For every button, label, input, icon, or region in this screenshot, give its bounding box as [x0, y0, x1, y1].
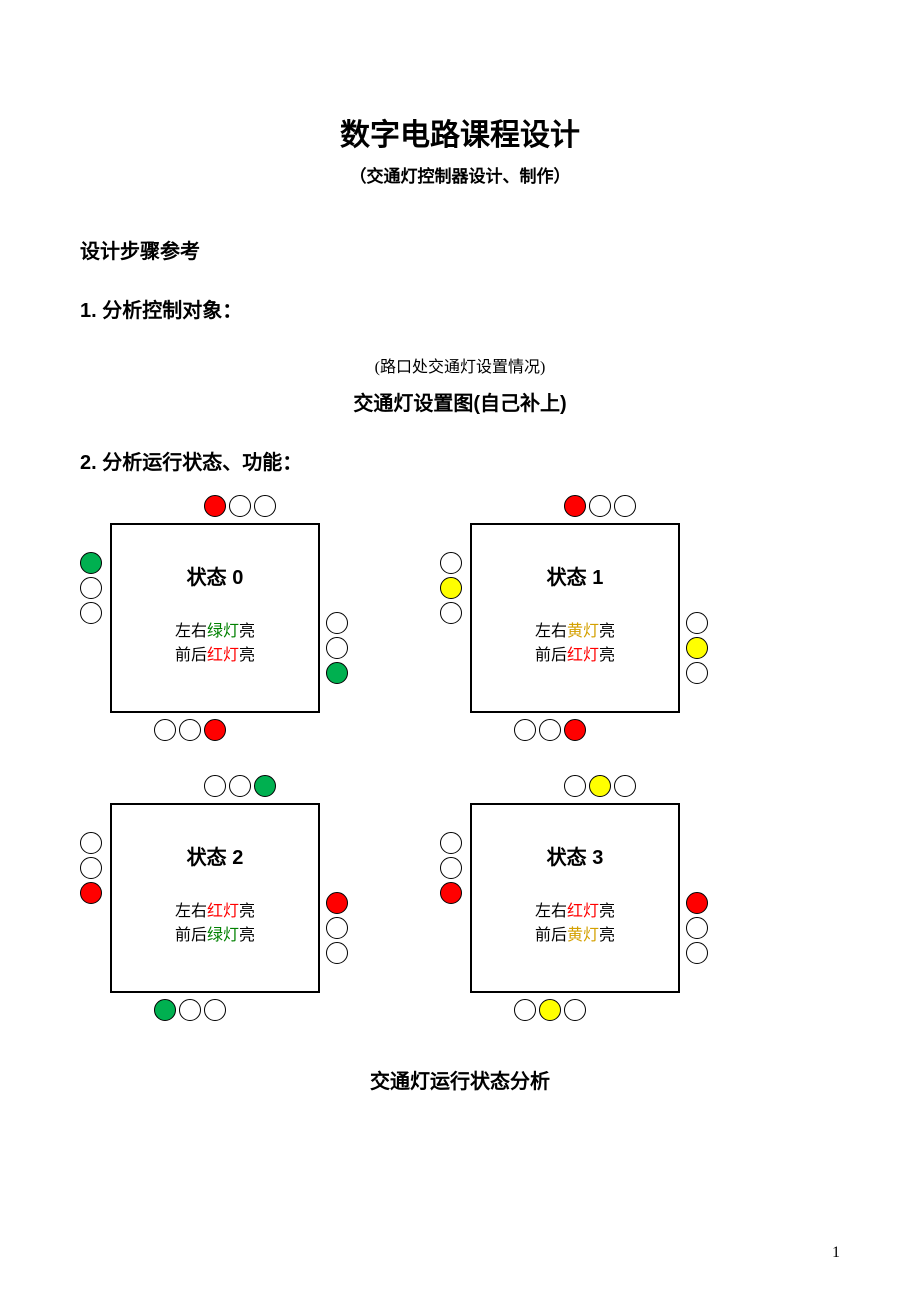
state2-desc: 左右红灯亮前后绿灯亮 [112, 900, 318, 948]
state2-block: 状态 2 左右红灯亮前后绿灯亮 [80, 775, 430, 1035]
light-circle-red [204, 719, 226, 741]
state0-left-lights [80, 552, 102, 624]
caption-setup: 交通灯设置图(自己补上) [80, 387, 840, 416]
state1-bottom-lights [514, 719, 586, 741]
state0-box: 状态 0 左右绿灯亮前后红灯亮 [110, 523, 320, 713]
light-circle-off [179, 719, 201, 741]
light-circle-off [564, 775, 586, 797]
page-subtitle: （交通灯控制器设计、制作） [80, 162, 840, 187]
page-number: 1 [832, 1244, 840, 1262]
state2-title: 状态 2 [112, 841, 318, 870]
light-circle-off [686, 662, 708, 684]
light-circle-off [80, 857, 102, 879]
state1-desc: 左右黄灯亮前后红灯亮 [472, 620, 678, 668]
light-circle-off [80, 602, 102, 624]
state3-box: 状态 3 左右红灯亮前后黄灯亮 [470, 803, 680, 993]
page-title: 数字电路课程设计 [80, 110, 840, 154]
state3-title: 状态 3 [472, 841, 678, 870]
light-circle-off [204, 775, 226, 797]
light-circle-off [539, 719, 561, 741]
state1-title: 状态 1 [472, 561, 678, 590]
light-circle-off [154, 719, 176, 741]
light-circle-green [326, 662, 348, 684]
light-circle-off [326, 637, 348, 659]
light-circle-off [686, 917, 708, 939]
light-circle-red [204, 495, 226, 517]
light-circle-off [614, 775, 636, 797]
light-circle-off [686, 942, 708, 964]
light-circle-off [204, 999, 226, 1021]
light-circle-off [440, 552, 462, 574]
light-circle-off [254, 495, 276, 517]
state3-left-lights [440, 832, 462, 904]
light-circle-red [564, 495, 586, 517]
state1-block: 状态 1 左右黄灯亮前后红灯亮 [440, 495, 790, 755]
light-circle-off [686, 612, 708, 634]
state0-block: 状态 0 左右绿灯亮前后红灯亮 [80, 495, 430, 755]
state2-left-lights [80, 832, 102, 904]
state0-top-lights [204, 495, 276, 517]
light-circle-red [686, 892, 708, 914]
step2-heading: 2. 分析运行状态、功能： [80, 446, 840, 475]
light-circle-yellow [686, 637, 708, 659]
state0-bottom-lights [154, 719, 226, 741]
state1-left-lights [440, 552, 462, 624]
state1-top-lights [564, 495, 636, 517]
state2-right-lights [326, 892, 348, 964]
light-circle-off [229, 775, 251, 797]
state3-right-lights [686, 892, 708, 964]
light-circle-off [440, 857, 462, 879]
state1-right-lights [686, 612, 708, 684]
state2-top-lights [204, 775, 276, 797]
light-circle-yellow [589, 775, 611, 797]
light-circle-off [440, 602, 462, 624]
state3-desc: 左右红灯亮前后黄灯亮 [472, 900, 678, 948]
light-circle-off [589, 495, 611, 517]
state3-block: 状态 3 左右红灯亮前后黄灯亮 [440, 775, 790, 1035]
light-circle-off [326, 917, 348, 939]
light-circle-off [564, 999, 586, 1021]
state2-box: 状态 2 左右红灯亮前后绿灯亮 [110, 803, 320, 993]
caption-situation: (路口处交通灯设置情况) [80, 353, 840, 377]
state0-desc: 左右绿灯亮前后红灯亮 [112, 620, 318, 668]
light-circle-off [326, 942, 348, 964]
state3-bottom-lights [514, 999, 586, 1021]
state3-top-lights [564, 775, 636, 797]
light-circle-off [179, 999, 201, 1021]
light-circle-off [440, 832, 462, 854]
state0-right-lights [326, 612, 348, 684]
light-circle-red [440, 882, 462, 904]
light-circle-green [154, 999, 176, 1021]
section-heading-ref: 设计步骤参考 [80, 235, 840, 264]
states-diagram: 状态 0 左右绿灯亮前后红灯亮 状态 1 左右黄灯亮前后红灯亮状态 2 左右红灯亮前后绿… [80, 495, 840, 1035]
light-circle-off [229, 495, 251, 517]
light-circle-green [254, 775, 276, 797]
state0-title: 状态 0 [112, 561, 318, 590]
light-circle-off [514, 999, 536, 1021]
light-circle-off [80, 832, 102, 854]
bottom-caption: 交通灯运行状态分析 [80, 1065, 840, 1094]
light-circle-off [80, 577, 102, 599]
light-circle-yellow [440, 577, 462, 599]
light-circle-off [614, 495, 636, 517]
light-circle-red [564, 719, 586, 741]
light-circle-red [80, 882, 102, 904]
light-circle-off [514, 719, 536, 741]
light-circle-off [326, 612, 348, 634]
light-circle-red [326, 892, 348, 914]
state2-bottom-lights [154, 999, 226, 1021]
light-circle-yellow [539, 999, 561, 1021]
step1-heading: 1. 分析控制对象： [80, 294, 840, 323]
state1-box: 状态 1 左右黄灯亮前后红灯亮 [470, 523, 680, 713]
light-circle-green [80, 552, 102, 574]
